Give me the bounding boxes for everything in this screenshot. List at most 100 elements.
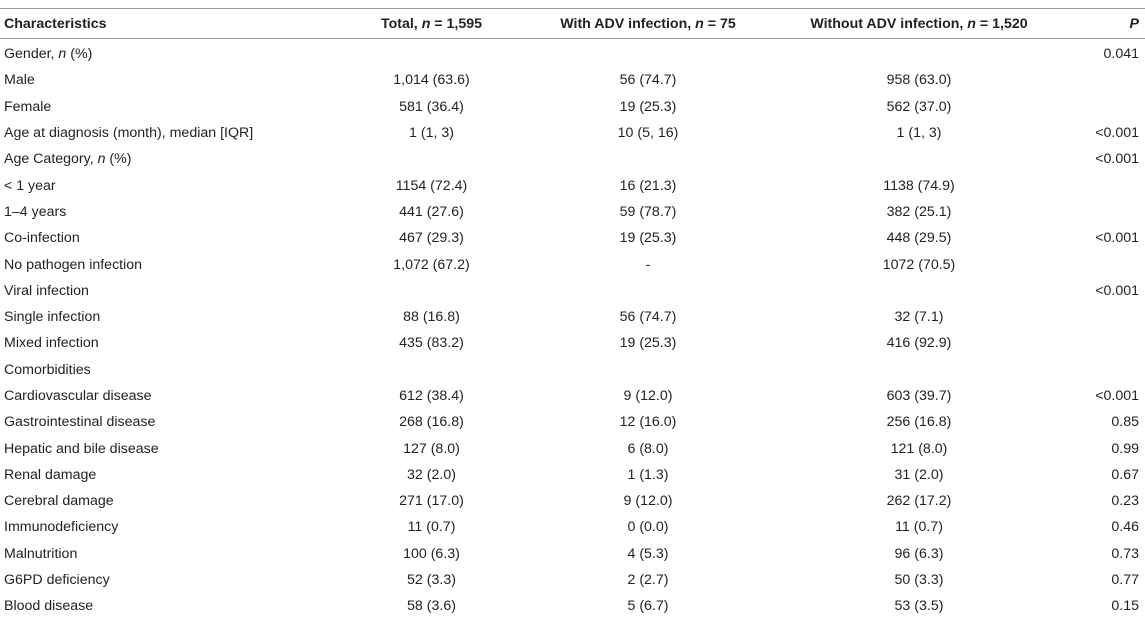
row-p-value: 0.23 — [1111, 493, 1139, 510]
row-label: Renal damage — [4, 466, 97, 483]
characteristics-table: Characteristics Total, n = 1,595 With AD… — [0, 8, 1145, 620]
row-total-value: 435 (83.2) — [399, 335, 464, 352]
row-p-value: <0.001 — [1095, 282, 1139, 299]
row-without-adv-value: 382 (25.1) — [886, 203, 952, 220]
row-p-value: <0.001 — [1095, 230, 1139, 247]
row-label: Cardiovascular disease — [4, 388, 152, 404]
row-label: G6PD deficiency — [4, 572, 110, 589]
row-total-value: 1154 (72.4) — [395, 177, 468, 194]
table-row: G6PD deficiency 52 (3.3) 2 (2.7) 50 (3.3) 0.… — [0, 567, 1145, 593]
row-with-adv-value: 0 (0.0) — [627, 519, 669, 536]
table-row: Hepatic and bile disease 127 (8.0) 6 (8.0)… — [0, 435, 1145, 461]
row-total-value: 581 (36.4) — [399, 98, 464, 115]
table-row: Comorbidities — [0, 357, 1145, 383]
table-row: Gender, n (%) 0.041 — [0, 41, 1145, 67]
row-with-adv-value: 19 (25.3) — [619, 335, 677, 352]
row-label: Malnutrition — [4, 545, 78, 562]
table-row: Cerebral damage 271 (17.0) 9 (12.0) 262 (17… — [0, 488, 1145, 514]
row-p-value: 0.77 — [1111, 572, 1139, 589]
table-row: Renal damage 32 (2.0) 1 (1.3) 31 (2.0) 0.67 — [0, 462, 1145, 488]
row-with-adv-value: 6 (8.0) — [627, 440, 669, 457]
table-row: Malnutrition 100 (6.3) 4 (5.3) 96 (6.3) 0.73 — [0, 541, 1145, 567]
row-label: Gastrointestinal disease — [4, 414, 156, 431]
row-label: Gender, n (%) — [4, 46, 93, 63]
row-total-value: 271 (17.0) — [399, 493, 464, 510]
row-total-value: 441 (27.6) — [399, 203, 464, 220]
row-label: Viral infection — [4, 282, 89, 299]
row-label: Immunodeficiency — [4, 519, 119, 536]
row-with-adv-value: 59 (78.7) — [619, 203, 677, 220]
row-with-adv-value: 2 (2.7) — [627, 572, 669, 589]
row-p-value: 0.46 — [1111, 519, 1139, 536]
row-label: 1–4 years — [4, 203, 67, 220]
table-row: < 1 year 1154 (72.4) 16 (21.3) 1138 (74.9) — [0, 172, 1145, 198]
table-top-rule — [0, 8, 1145, 9]
row-with-adv-value: 1 (1.3) — [627, 466, 669, 483]
row-without-adv-value: 603 (39.7) — [886, 388, 952, 404]
row-total-value: 58 (3.6) — [407, 598, 456, 615]
row-with-adv-value: 56 (74.7) — [619, 72, 677, 89]
row-without-adv-value: 53 (3.5) — [894, 598, 944, 615]
row-p-value: 0.67 — [1111, 466, 1139, 483]
table-row: Co-infection 467 (29.3) 19 (25.3) 448 (29.5… — [0, 225, 1145, 251]
row-p-value: 0.15 — [1111, 598, 1139, 615]
table-row: 1–4 years 441 (27.6) 59 (78.7) 382 (25.1) — [0, 199, 1145, 225]
row-label: Age Category, n (%) — [4, 151, 132, 168]
table-row: Gastrointestinal disease 268 (16.8) 12 (16… — [0, 409, 1145, 435]
row-without-adv-value: 121 (8.0) — [890, 440, 948, 457]
table-row: Age at diagnosis (month), median [IQR] 1 … — [0, 120, 1145, 146]
row-total-value: 32 (2.0) — [407, 466, 456, 483]
row-without-adv-value: 416 (92.9) — [886, 335, 952, 352]
row-total-value: 268 (16.8) — [399, 414, 464, 431]
table-row: Single infection 88 (16.8) 56 (74.7) 32 (7.… — [0, 304, 1145, 330]
header-p-value: P — [1129, 15, 1139, 32]
table-header-row: Characteristics Total, n = 1,595 With AD… — [0, 9, 1145, 38]
table-body: Gender, n (%) 0.041 Male 1,014 (63.6) 56 (74… — [0, 39, 1145, 620]
row-p-value: 0.99 — [1111, 440, 1139, 457]
row-label: Male — [4, 72, 35, 89]
row-p-value: <0.001 — [1095, 125, 1139, 142]
row-label: Cerebral damage — [4, 493, 114, 510]
row-without-adv-value: 11 (0.7) — [895, 519, 943, 536]
row-p-value: <0.001 — [1095, 388, 1139, 404]
table-row: Mixed infection 435 (83.2) 19 (25.3) 416 (9… — [0, 330, 1145, 356]
row-with-adv-value: 19 (25.3) — [619, 230, 677, 247]
header-total: Total, n = 1,595 — [380, 15, 483, 32]
row-total-value: 1,014 (63.6) — [393, 72, 470, 89]
row-label: Comorbidities — [4, 361, 91, 378]
row-without-adv-value: 1138 (74.9) — [883, 177, 955, 194]
row-p-value: 0.041 — [1103, 46, 1139, 63]
row-without-adv-value: 562 (37.0) — [886, 98, 952, 115]
row-total-value: 1,072 (67.2) — [393, 256, 470, 273]
header-with-adv: With ADV infection, n = 75 — [560, 15, 736, 32]
row-label: Single infection — [4, 309, 101, 326]
table-row: Age Category, n (%) <0.001 — [0, 146, 1145, 172]
table-row: Viral infection <0.001 — [0, 278, 1145, 304]
row-with-adv-value: 9 (12.0) — [623, 493, 673, 510]
row-label: < 1 year — [4, 177, 56, 194]
row-without-adv-value: 50 (3.3) — [894, 572, 944, 589]
row-p-value: 0.73 — [1111, 545, 1139, 562]
row-p-value: <0.001 — [1095, 151, 1139, 168]
row-without-adv-value: 32 (7.1) — [894, 309, 944, 326]
table-row: Female 581 (36.4) 19 (25.3) 562 (37.0) — [0, 94, 1145, 120]
row-total-value: 52 (3.3) — [407, 572, 456, 589]
row-with-adv-value: 10 (5, 16) — [617, 125, 679, 142]
row-with-adv-value: 9 (12.0) — [623, 388, 673, 404]
row-without-adv-value: 262 (17.2) — [886, 493, 952, 510]
row-total-value: 1 (1, 3) — [409, 125, 454, 142]
row-without-adv-value: 448 (29.5) — [886, 230, 952, 247]
table-row: Male 1,014 (63.6) 56 (74.7) 958 (63.0) — [0, 67, 1145, 93]
row-without-adv-value: 31 (2.0) — [894, 466, 944, 483]
row-total-value: 612 (38.4) — [399, 388, 464, 404]
row-label: Mixed infection — [4, 335, 99, 352]
row-with-adv-value: 12 (16.0) — [619, 414, 677, 431]
row-p-value: 0.85 — [1111, 414, 1139, 431]
table-row: Cardiovascular disease 612 (38.4) 9 (12.0)… — [0, 383, 1145, 409]
row-without-adv-value: 958 (63.0) — [886, 72, 952, 89]
row-label: Hepatic and bile disease — [4, 440, 159, 457]
table-header-rule — [0, 38, 1145, 39]
table-row: Immunodeficiency 11 (0.7) 0 (0.0) 11 (0.7) 0… — [0, 514, 1145, 540]
row-without-adv-value: 96 (6.3) — [894, 545, 944, 562]
row-with-adv-value: 19 (25.3) — [619, 98, 677, 115]
